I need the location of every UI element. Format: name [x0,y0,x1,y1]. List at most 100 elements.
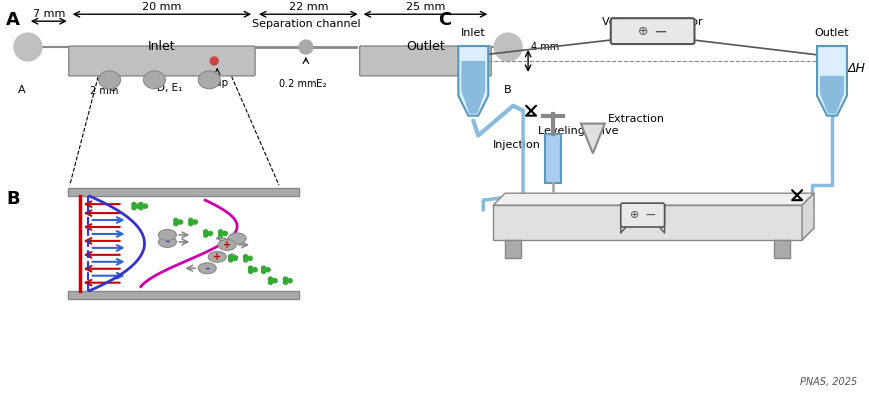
Polygon shape [580,124,604,154]
Circle shape [208,231,212,235]
Ellipse shape [198,71,220,89]
Polygon shape [801,193,813,240]
Circle shape [203,233,208,237]
Text: 22 mm: 22 mm [289,2,328,12]
Text: 7 mm: 7 mm [33,9,65,19]
Circle shape [174,218,178,223]
Circle shape [233,256,237,261]
Circle shape [269,277,272,281]
FancyBboxPatch shape [620,203,664,227]
Circle shape [229,255,233,259]
Ellipse shape [198,263,216,274]
FancyBboxPatch shape [359,46,491,76]
Circle shape [222,231,227,235]
Text: ΔH: ΔH [847,62,865,75]
Circle shape [283,280,288,284]
Text: Outlet: Outlet [813,28,848,38]
Circle shape [139,202,143,207]
Text: Outlet: Outlet [406,40,444,53]
FancyBboxPatch shape [610,18,693,44]
Circle shape [189,218,193,223]
Circle shape [218,233,222,237]
Text: C: C [438,11,451,29]
Circle shape [283,277,288,281]
Circle shape [269,280,272,284]
Ellipse shape [218,239,235,250]
Circle shape [139,205,143,210]
Circle shape [243,258,248,262]
Text: Injection: Injection [493,140,541,150]
Polygon shape [458,46,488,116]
Polygon shape [816,46,846,116]
Text: +: + [222,240,231,250]
Polygon shape [461,61,485,114]
Text: 4 mm: 4 mm [530,42,559,52]
Text: PNAS, 2025: PNAS, 2025 [799,377,856,387]
Circle shape [193,220,197,224]
Circle shape [273,279,276,283]
Text: −: − [644,208,656,222]
Text: E₂: E₂ [315,79,326,89]
Text: A: A [6,11,20,29]
Circle shape [132,205,136,210]
Text: Separation channel: Separation channel [251,19,360,29]
Ellipse shape [98,71,121,89]
Circle shape [14,33,42,61]
Polygon shape [493,193,813,205]
Circle shape [248,256,252,261]
Text: Inlet: Inlet [461,28,485,38]
Text: A: A [18,85,26,95]
Text: B: B [504,85,511,95]
Text: Outlet valve: Outlet valve [723,203,791,213]
Text: Extraction: Extraction [607,114,664,124]
Circle shape [249,269,252,273]
Circle shape [143,204,148,208]
Circle shape [218,230,222,234]
Ellipse shape [143,71,165,89]
Circle shape [189,221,193,226]
Text: Inlet: Inlet [148,40,176,53]
Text: −: − [653,22,667,40]
Bar [68,290,299,298]
Text: 25 mm: 25 mm [405,2,445,12]
Bar [773,240,789,258]
Text: C: C [108,83,116,93]
Circle shape [178,220,182,224]
Text: +: + [213,252,221,262]
Circle shape [494,33,521,61]
Text: Trap: Trap [206,78,228,88]
Circle shape [136,204,141,208]
Text: ⊕: ⊕ [637,25,647,38]
Text: 20 mm: 20 mm [142,2,182,12]
Text: -: - [205,263,209,273]
Circle shape [288,279,292,283]
Circle shape [262,269,265,273]
Circle shape [253,268,257,272]
Ellipse shape [228,233,246,244]
Bar [505,240,521,258]
Ellipse shape [158,229,176,241]
Circle shape [210,57,218,65]
Circle shape [262,266,265,270]
Text: 0.2 mm: 0.2 mm [279,79,316,89]
Polygon shape [493,228,813,240]
Circle shape [299,40,313,54]
Circle shape [174,221,178,226]
Circle shape [266,268,269,272]
Polygon shape [819,76,843,114]
Text: Voltage generator: Voltage generator [601,17,702,27]
Text: Leveling valve: Leveling valve [537,126,618,136]
Circle shape [249,266,252,270]
Circle shape [132,202,136,207]
Circle shape [229,258,233,262]
Bar [68,188,299,196]
FancyBboxPatch shape [544,134,561,183]
Circle shape [203,230,208,234]
Ellipse shape [208,251,226,262]
Text: ⊕: ⊕ [629,210,639,220]
Text: B: B [6,190,20,208]
Text: 2 mm: 2 mm [90,86,119,96]
Ellipse shape [158,237,176,247]
Circle shape [243,255,248,259]
Text: -: - [165,237,169,247]
